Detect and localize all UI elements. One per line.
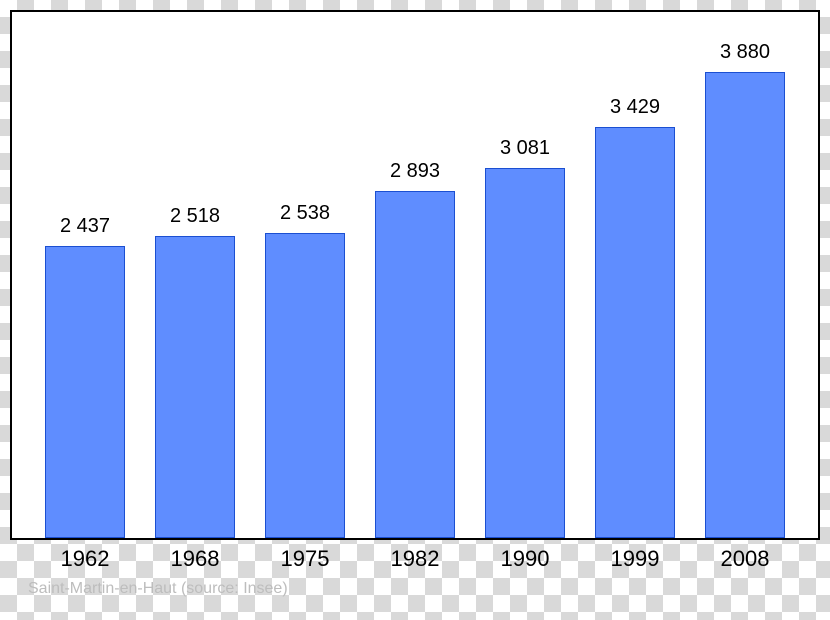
x-tick-label: 1990	[470, 546, 580, 572]
x-tick-label: 2008	[690, 546, 800, 572]
bar-value-label: 3 081	[470, 137, 580, 160]
x-tick-label: 1968	[140, 546, 250, 572]
bar-value-label: 3 429	[580, 96, 690, 119]
bar	[265, 233, 344, 538]
bar	[155, 236, 234, 538]
plot-area: 2 4372 5182 5382 8933 0813 429 3 880	[30, 22, 800, 538]
chart-caption: Saint-Martin-en-Haut (source: Insee)	[28, 580, 288, 598]
bar-value-label: 2 538	[250, 202, 360, 225]
bar	[595, 127, 674, 538]
x-tick-label: 1999	[580, 546, 690, 572]
x-tick-label: 1975	[250, 546, 360, 572]
bar-value-label: 2 893	[360, 160, 470, 183]
bar	[705, 72, 784, 538]
x-tick-label: 1962	[30, 546, 140, 572]
canvas: 2 4372 5182 5382 8933 0813 429 3 880 1962…	[0, 0, 830, 620]
chart-frame: 2 4372 5182 5382 8933 0813 429 3 880	[10, 10, 820, 540]
bar	[485, 168, 564, 538]
bar	[45, 246, 124, 538]
bar	[375, 191, 454, 538]
bar-value-label: 3 880	[690, 41, 800, 64]
bar-value-label: 2 518	[140, 205, 250, 228]
x-tick-label: 1982	[360, 546, 470, 572]
bar-value-label: 2 437	[30, 215, 140, 238]
